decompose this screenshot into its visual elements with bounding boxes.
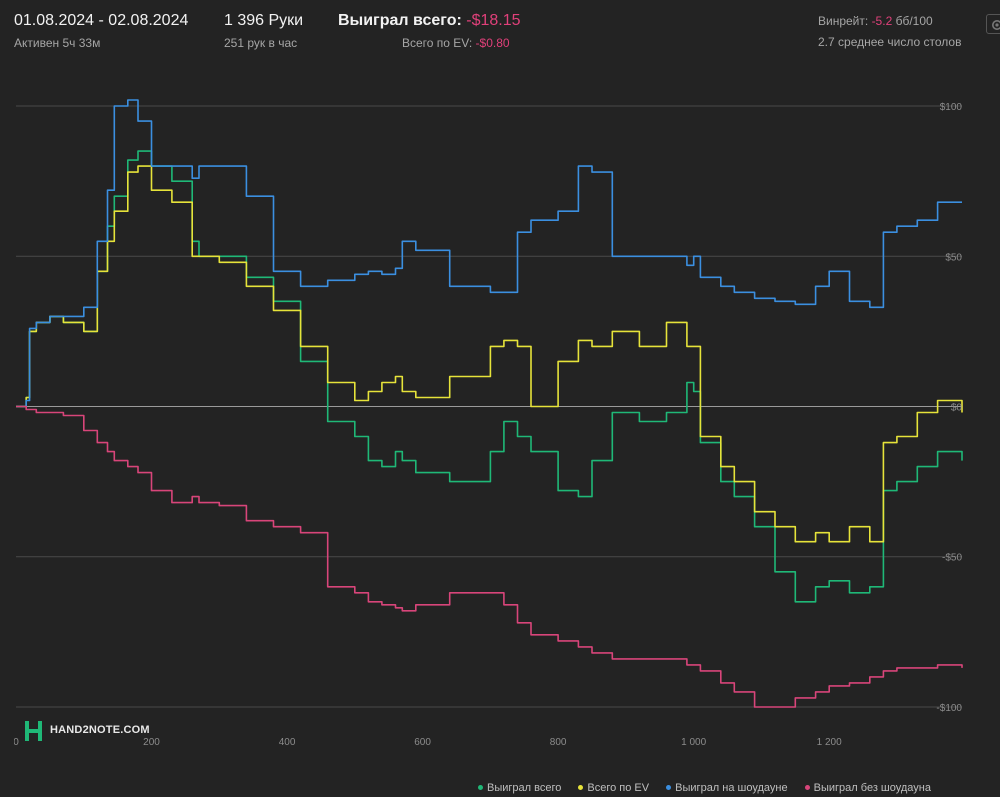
y-tick-label: -$100 [936, 703, 962, 714]
legend-item-showdown[interactable]: Выиграл на шоудауне [666, 782, 788, 794]
winrate-value: -5.2 [871, 14, 893, 28]
y-tick-label: $50 [945, 252, 962, 263]
chart-legend: Выиграл всего Всего по EV Выиграл на шоу… [478, 782, 945, 797]
legend-dot-icon [804, 784, 810, 790]
legend-label: Всего по EV [587, 782, 650, 794]
y-axis: $100 $50 $0 -$50 -$100 [936, 102, 962, 714]
logo-text: HAND2NOTE.COM [50, 724, 150, 736]
winrate-unit: бб/100 [895, 14, 933, 28]
legend-label: Выиграл на шоудауне [675, 782, 788, 794]
legend-dot-icon [578, 784, 584, 790]
x-axis: 0 200 400 600 800 1 000 1 200 [13, 737, 842, 748]
winrate-label: Винрейт: [818, 14, 869, 28]
date-range: 01.08.2024 - 02.08.2024 [14, 12, 189, 29]
gear-icon [992, 20, 1000, 30]
summary-header: 01.08.2024 - 02.08.2024 Активен 5ч 33м 1… [0, 0, 1000, 66]
avg-tables: 2.7 среднее число столов [818, 35, 962, 49]
active-time: Активен 5ч 33м [14, 36, 101, 50]
legend-item-won-total[interactable]: Выиграл всего [478, 782, 561, 794]
x-tick-label: 200 [143, 737, 160, 746]
x-tick-label: 600 [414, 737, 431, 746]
x-tick-label: 1 200 [817, 737, 842, 746]
legend-dot-icon [478, 784, 483, 790]
grid [16, 105, 962, 708]
x-tick-label: 800 [550, 737, 567, 746]
y-tick-label: -$50 [942, 553, 962, 564]
settings-button[interactable] [986, 14, 1000, 34]
legend-item-non-showdown[interactable]: Выиграл без шоудауна [804, 782, 931, 794]
series-group [16, 99, 963, 708]
legend-item-ev-total[interactable]: Всего по EV [578, 782, 649, 794]
won-total-value: -$18.15 [466, 12, 521, 29]
x-tick-label: 1 000 [681, 737, 706, 746]
hands-per-hour: 251 рук в час [224, 36, 298, 50]
legend-label: Выиграл всего [487, 782, 562, 794]
x-tick-label: 400 [279, 737, 296, 746]
bankroll-chart: $100 $50 $0 -$50 -$100 0 200 400 600 800 1 000 1 2… [13, 99, 963, 748]
ev-total: Всего по EV: -$0.80 [402, 36, 510, 50]
hand2note-logo-icon [25, 721, 42, 741]
won-total-label: Выиграл всего: [338, 12, 462, 29]
hands-count: 1 396 Руки [224, 12, 304, 29]
winrate: Винрейт: -5.2 бб/100 [818, 14, 933, 28]
y-tick-label: $0 [951, 403, 963, 414]
legend-dot-icon [666, 784, 672, 790]
legend-label: Выиграл без шоудауна [813, 782, 931, 794]
ev-total-label: Всего по EV: [402, 36, 473, 50]
ev-total-value: -$0.80 [475, 36, 510, 50]
series-line-won-total [16, 150, 963, 603]
won-total: Выиграл всего: -$18.15 [338, 12, 521, 30]
chart-area: $100 $50 $0 -$50 -$100 0 200 400 600 800 1 000 1 2… [13, 66, 964, 748]
y-tick-label: $100 [940, 102, 963, 113]
series-line-non-showdown [16, 405, 963, 708]
series-line-showdown [16, 99, 962, 408]
x-tick-label: 0 [14, 737, 19, 746]
series-line-ev-total [16, 165, 963, 543]
